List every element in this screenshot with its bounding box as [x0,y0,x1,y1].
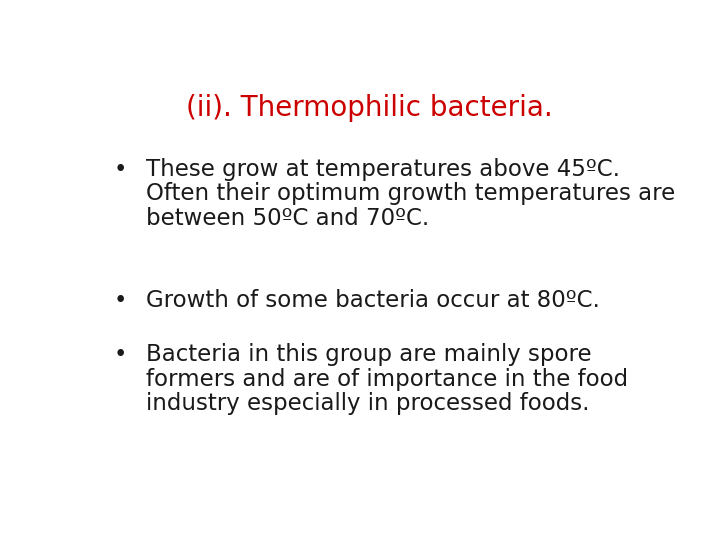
Text: (ii). Thermophilic bacteria.: (ii). Thermophilic bacteria. [186,94,552,122]
Text: •: • [114,343,127,366]
Text: •: • [114,289,127,312]
Text: Often their optimum growth temperatures are: Often their optimum growth temperatures … [145,183,675,206]
Text: Bacteria in this group are mainly spore: Bacteria in this group are mainly spore [145,343,591,366]
Text: These grow at temperatures above 45ºC.: These grow at temperatures above 45ºC. [145,158,620,181]
Text: formers and are of importance in the food: formers and are of importance in the foo… [145,368,628,390]
Text: •: • [114,158,127,181]
Text: industry especially in processed foods.: industry especially in processed foods. [145,392,589,415]
Text: between 50ºC and 70ºC.: between 50ºC and 70ºC. [145,207,429,229]
Text: Growth of some bacteria occur at 80ºC.: Growth of some bacteria occur at 80ºC. [145,289,600,312]
